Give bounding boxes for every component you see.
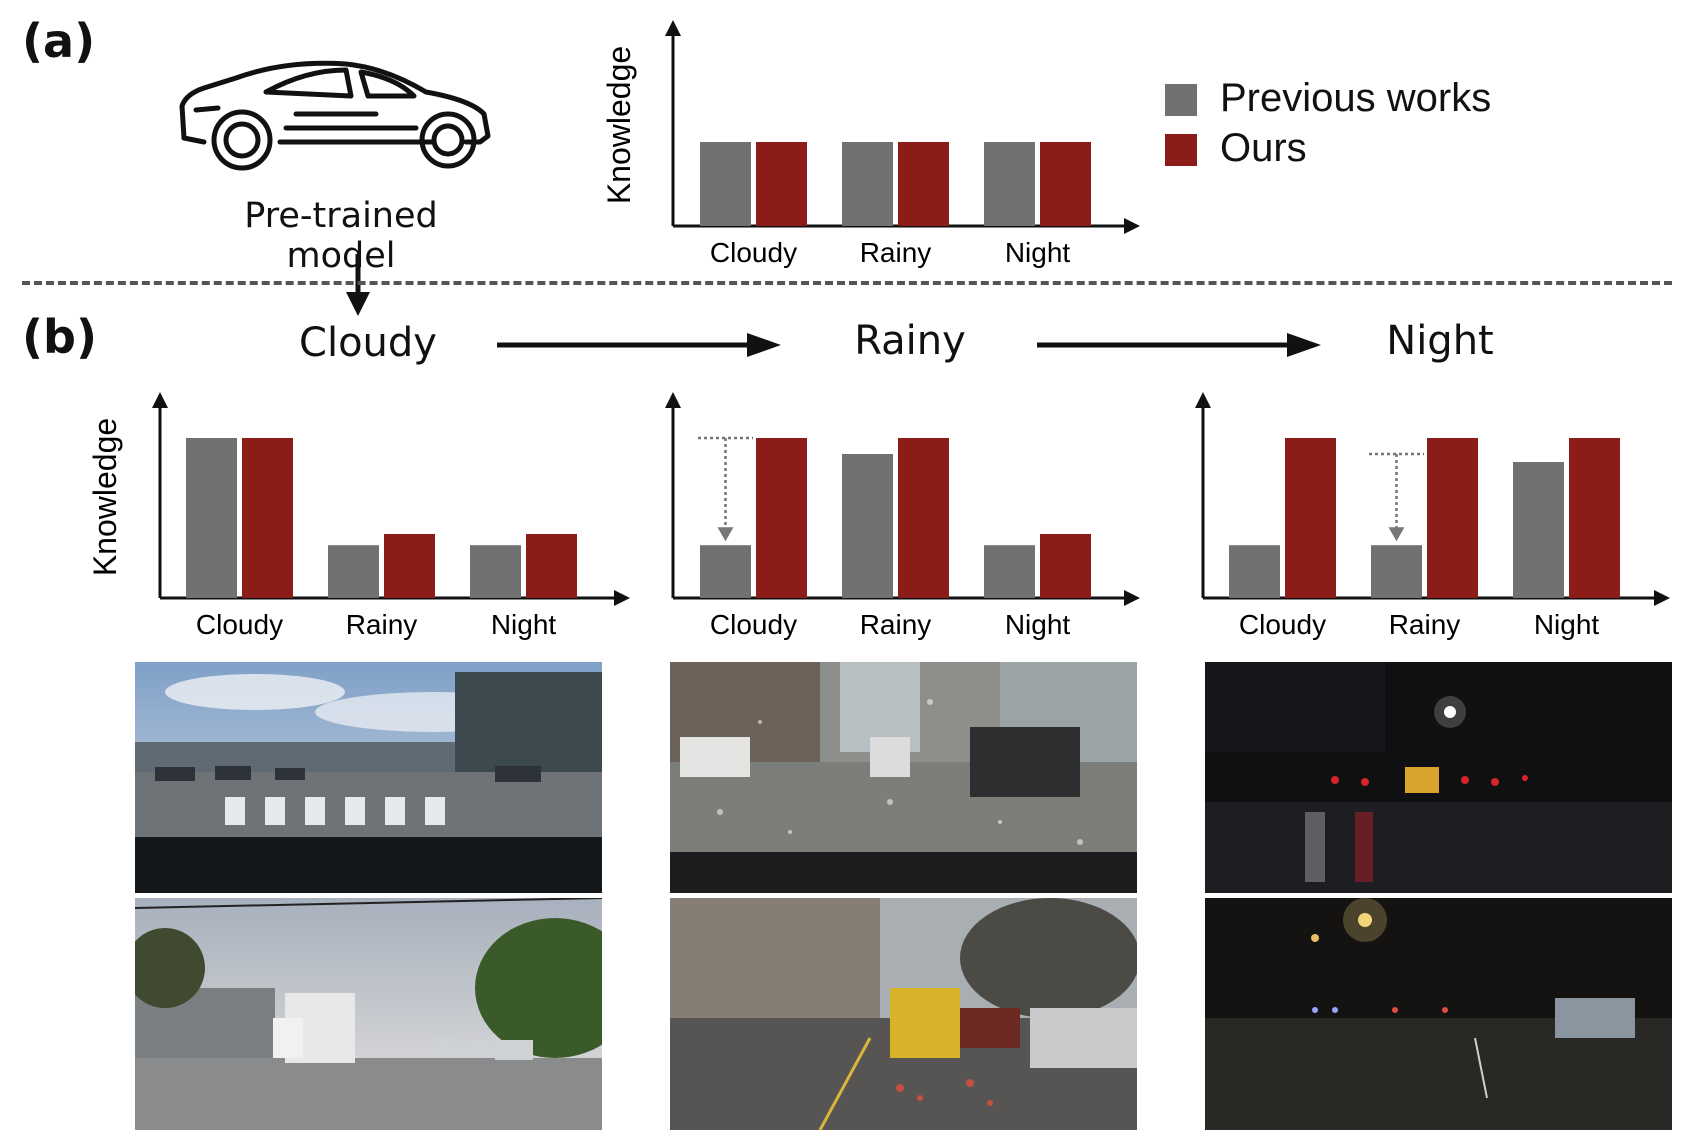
panel-a-label: (a) — [22, 14, 96, 68]
y-axis-arrow — [152, 392, 168, 408]
bar-ours-cloudy — [756, 438, 807, 598]
bar-ours-cloudy — [756, 142, 807, 226]
y-axis-label: Knowledge — [601, 46, 637, 204]
bar-previous-night — [1513, 462, 1564, 598]
bar-ours-night — [1569, 438, 1620, 598]
x-axis-arrow — [614, 590, 630, 606]
x-tick-label-night: Night — [1005, 237, 1071, 268]
summary-knowledge-chart: Knowledge Cloudy Rainy Night — [601, 20, 1140, 268]
x-tick-label-rainy: Rainy — [1389, 609, 1461, 640]
bar-ours-night — [1040, 142, 1091, 226]
bar-previous-cloudy — [700, 142, 751, 226]
after-cloudy-knowledge-chart: Knowledge Cloudy Rainy Night — [90, 392, 630, 640]
bar-ours-rainy — [1427, 438, 1478, 598]
stage-title-rainy: Rainy — [854, 318, 966, 364]
bar-ours-rainy — [384, 534, 435, 598]
bar-previous-rainy — [842, 454, 893, 598]
bar-previous-cloudy — [700, 545, 751, 598]
x-tick-label-cloudy: Cloudy — [1239, 609, 1326, 640]
section-divider — [22, 281, 1672, 285]
bar-previous-cloudy — [1229, 545, 1280, 598]
y-axis-arrow — [665, 20, 681, 36]
bar-previous-rainy — [842, 142, 893, 226]
bar-previous-night — [984, 545, 1035, 598]
after-rainy-knowledge-chart: Cloudy Rainy Night — [665, 392, 1140, 640]
cloudy-street-photo-1 — [135, 662, 602, 893]
legend-item-previous: Previous works — [1165, 76, 1585, 128]
bar-ours-night — [526, 534, 577, 598]
bar-previous-night — [470, 545, 521, 598]
y-axis-label: Knowledge — [90, 418, 123, 576]
x-axis-arrow — [1124, 218, 1140, 234]
bar-previous-night — [984, 142, 1035, 226]
right-arrow-icon — [1037, 333, 1321, 357]
bar-ours-rainy — [898, 438, 949, 598]
after-night-knowledge-chart: Cloudy Rainy Night — [1195, 392, 1670, 640]
x-axis-arrow — [1654, 590, 1670, 606]
stage-title-night: Night — [1386, 318, 1494, 364]
x-axis-arrow — [1124, 590, 1140, 606]
legend-label-previous: Previous works — [1220, 76, 1492, 120]
x-tick-label-cloudy: Cloudy — [710, 237, 797, 268]
bar-previous-cloudy — [186, 438, 237, 598]
bar-previous-rainy — [328, 545, 379, 598]
rainy-street-photo-1 — [670, 662, 1137, 893]
stage-title-cloudy: Cloudy — [299, 320, 437, 366]
bar-ours-rainy — [898, 142, 949, 226]
right-arrow-icon — [497, 333, 781, 357]
x-tick-label-night: Night — [1534, 609, 1600, 640]
y-axis-arrow — [1195, 392, 1211, 408]
legend-swatch-ours — [1165, 134, 1197, 166]
rainy-street-photo-2 — [670, 898, 1137, 1130]
car-icon — [179, 60, 491, 171]
legend-swatch-previous — [1165, 84, 1197, 116]
x-tick-label-cloudy: Cloudy — [196, 609, 283, 640]
cloudy-street-photo-2 — [135, 898, 602, 1130]
bar-ours-night — [1040, 534, 1091, 598]
drop-indicator-arrow — [717, 527, 734, 542]
bar-ours-cloudy — [1285, 438, 1336, 598]
bar-ours-cloudy — [242, 438, 293, 598]
x-tick-label-rainy: Rainy — [346, 609, 418, 640]
bar-previous-rainy — [1371, 545, 1422, 598]
x-tick-label-rainy: Rainy — [860, 237, 932, 268]
down-arrow-icon — [346, 254, 370, 316]
x-tick-label-rainy: Rainy — [860, 609, 932, 640]
x-tick-label-cloudy: Cloudy — [710, 609, 797, 640]
y-axis-arrow — [665, 392, 681, 408]
x-tick-label-night: Night — [491, 609, 557, 640]
night-street-photo-2 — [1205, 898, 1672, 1130]
x-tick-label-night: Night — [1005, 609, 1071, 640]
legend-label-ours: Ours — [1220, 126, 1307, 170]
night-street-photo-1 — [1205, 662, 1672, 893]
drop-indicator-arrow — [1388, 527, 1405, 542]
legend-item-ours: Ours — [1165, 126, 1585, 178]
panel-b-label: (b) — [22, 310, 97, 364]
pretrained-model-label: Pre-trained model — [244, 196, 438, 276]
legend: Previous works Ours — [1165, 76, 1585, 178]
